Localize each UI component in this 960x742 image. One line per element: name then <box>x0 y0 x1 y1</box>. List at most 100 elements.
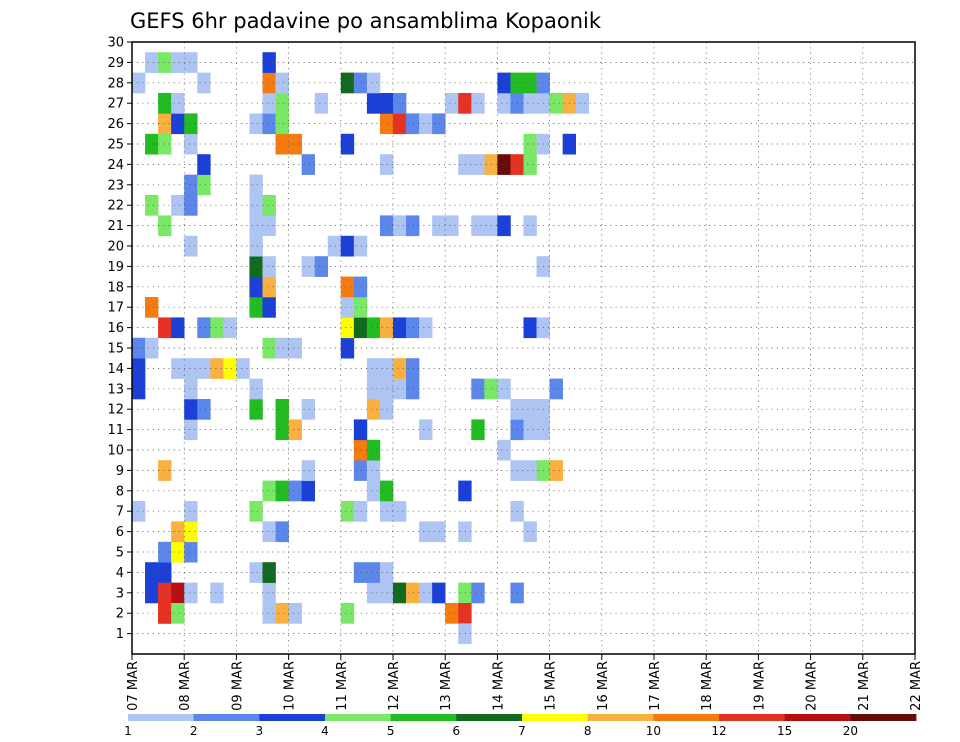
precip-cell <box>184 501 198 522</box>
precip-cell <box>379 582 394 604</box>
precip-cell <box>223 358 237 379</box>
precip-cell <box>471 582 485 604</box>
colorbar-swatch <box>390 714 457 721</box>
precip-cell <box>184 113 198 135</box>
precip-cell <box>353 419 368 441</box>
precip-cell <box>379 399 394 420</box>
precip-cell <box>171 541 185 563</box>
precip-cell <box>275 113 289 135</box>
precip-cell <box>301 154 315 175</box>
precip-cell <box>275 399 289 420</box>
precip-cell <box>145 582 159 604</box>
precip-cell <box>184 582 198 604</box>
precip-cell <box>353 276 368 298</box>
precip-cell <box>379 154 394 175</box>
precip-cell <box>262 72 276 94</box>
precip-cell <box>184 133 198 155</box>
precip-cell <box>275 72 289 94</box>
precip-cell <box>471 154 485 175</box>
y-tick-label: 12 <box>107 403 124 418</box>
precip-cell <box>406 378 420 400</box>
precip-cell <box>132 358 146 379</box>
precip-cell <box>249 562 263 583</box>
y-tick-label: 15 <box>107 342 124 357</box>
precip-cell <box>379 501 394 522</box>
precip-cell <box>249 195 263 216</box>
colorbar-swatch <box>784 714 851 721</box>
colorbar-swatch <box>259 714 326 721</box>
precip-cell <box>171 195 185 216</box>
precip-cell <box>197 358 211 379</box>
precip-cell <box>366 378 381 400</box>
precip-cell <box>288 603 302 624</box>
precip-cell <box>249 297 263 318</box>
colorbar-label: 20 <box>843 724 858 738</box>
colorbar-swatch <box>587 714 654 721</box>
precip-cell <box>249 276 263 298</box>
precip-cell <box>523 154 537 175</box>
colorbar: 1 2 3 4 5 6 7 8 10 12 15 20 <box>124 714 917 738</box>
precip-cell <box>145 562 159 583</box>
precip-cell <box>549 93 563 114</box>
precip-cell <box>379 93 394 114</box>
precip-cell <box>366 460 381 481</box>
precip-cell <box>288 337 302 359</box>
precip-cell <box>145 195 159 216</box>
colorbar-label: 7 <box>518 724 526 738</box>
precip-cell <box>497 154 511 175</box>
x-tick-label: 19 MAR <box>752 661 767 711</box>
precip-cell <box>132 337 146 359</box>
precip-cell <box>145 297 159 318</box>
x-tick-label: 20 MAR <box>805 661 820 711</box>
precip-cell <box>419 317 433 339</box>
y-tick-label: 13 <box>107 382 124 397</box>
precip-cell <box>262 215 276 237</box>
y-tick-label: 24 <box>107 158 124 173</box>
precip-cell <box>340 235 355 257</box>
precip-cell <box>275 337 289 359</box>
y-tick-label: 14 <box>107 362 124 377</box>
precip-cell <box>366 358 381 379</box>
precip-cell <box>262 521 276 543</box>
precip-cell <box>366 480 381 502</box>
precip-cell <box>275 521 289 543</box>
precip-cell <box>197 154 211 175</box>
y-tick-label: 23 <box>107 178 124 193</box>
precip-cell <box>275 93 289 114</box>
precip-cell <box>301 460 315 481</box>
precip-cell <box>393 358 407 379</box>
precip-cell <box>393 501 407 522</box>
y-tick-label: 29 <box>107 56 124 71</box>
precip-cell <box>523 317 537 339</box>
precip-cell <box>158 541 172 563</box>
precip-cell <box>419 521 433 543</box>
precip-cell <box>366 93 381 114</box>
precip-cell <box>366 582 381 604</box>
precip-cell <box>288 480 302 502</box>
colorbar-swatch <box>193 714 260 721</box>
precip-cell <box>236 358 250 379</box>
x-tick-label: 16 MAR <box>596 661 611 711</box>
precip-cell <box>210 317 224 339</box>
x-tick-label: 13 MAR <box>439 661 454 711</box>
x-tick-label: 18 MAR <box>700 661 715 711</box>
precip-cell <box>249 215 263 237</box>
precip-cell <box>523 460 537 481</box>
precip-cell <box>301 480 315 502</box>
x-axis: 07 MAR 08 MAR 09 MAR 10 MAR 11 MAR 12 MAR 13 M… <box>126 654 924 711</box>
precip-cell <box>197 317 211 339</box>
precip-cell <box>184 52 198 73</box>
precip-cell <box>314 256 329 277</box>
y-tick-label: 8 <box>116 484 124 499</box>
colorbar-swatch <box>128 714 195 721</box>
precip-cell <box>249 235 263 257</box>
y-tick-label: 28 <box>107 76 124 91</box>
precip-cell <box>471 215 485 237</box>
precip-cell <box>353 297 368 318</box>
precip-cell <box>171 521 185 543</box>
colorbar-swatch <box>325 714 392 721</box>
precip-cell <box>523 399 537 420</box>
y-tick-label: 2 <box>116 607 124 622</box>
precip-cell <box>406 317 420 339</box>
precip-cell <box>223 317 237 339</box>
